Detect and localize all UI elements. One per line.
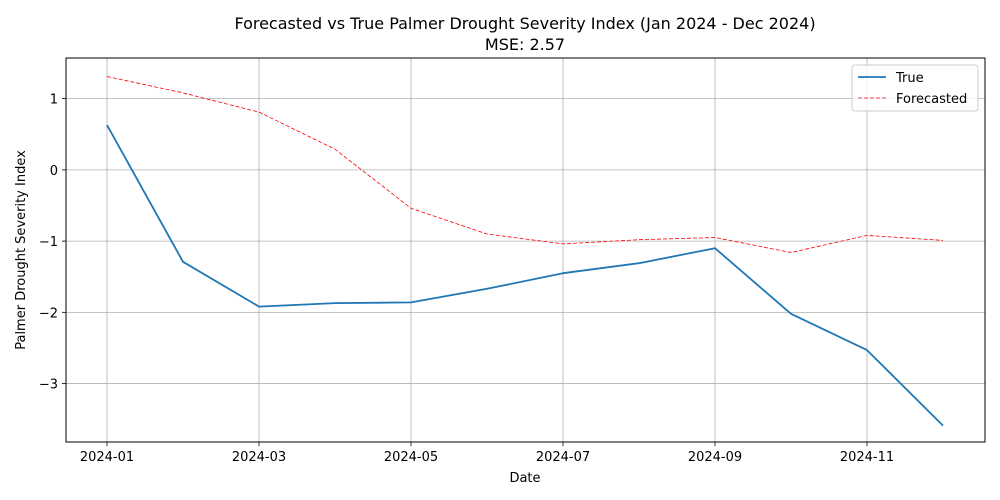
y-tick-label: −3 — [39, 378, 58, 393]
legend: True Forecasted — [851, 64, 979, 112]
x-tick-label: 2024-09 — [688, 450, 742, 465]
series-line-true — [106, 124, 944, 427]
x-tick-label: 2024-11 — [840, 450, 894, 465]
x-tick-label: 2024-07 — [536, 450, 590, 465]
x-tick-label: 2024-03 — [232, 450, 286, 465]
y-tick-label: −2 — [39, 306, 58, 321]
y-tick-label: 1 — [50, 93, 58, 108]
legend-label-forecasted: Forecasted — [896, 92, 967, 107]
x-axis-label: Date — [509, 471, 540, 486]
y-axis-label: Palmer Drought Severity Index — [14, 150, 29, 350]
y-tick-label: −1 — [39, 235, 58, 250]
grid — [66, 58, 985, 442]
plot-frame — [65, 57, 986, 443]
y-tick-label: 0 — [50, 164, 58, 179]
y-axis: 1 0 −1 −2 −3 — [39, 93, 66, 393]
series-line-forecasted — [106, 76, 944, 253]
series-layer — [106, 76, 944, 427]
legend-label-true: True — [895, 71, 924, 86]
x-tick-label: 2024-05 — [384, 450, 438, 465]
chart-title: Forecasted vs True Palmer Drought Severi… — [234, 14, 815, 33]
chart-subtitle: MSE: 2.57 — [485, 35, 565, 54]
x-tick-label: 2024-01 — [80, 450, 134, 465]
x-axis: 2024-01 2024-03 2024-05 2024-07 2024-09 2024-… — [80, 442, 894, 465]
